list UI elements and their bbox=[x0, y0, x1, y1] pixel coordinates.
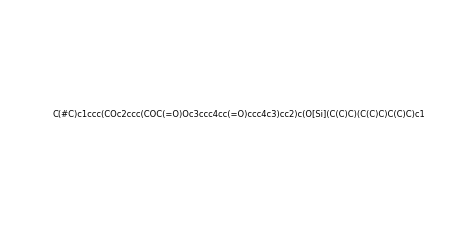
Text: C(#C)c1ccc(COc2ccc(COC(=O)Oc3ccc4cc(=O)ccc4c3)cc2)c(O[Si](C(C)C)(C(C)C)C(C)C)c1: C(#C)c1ccc(COc2ccc(COC(=O)Oc3ccc4cc(=O)c… bbox=[53, 109, 426, 118]
